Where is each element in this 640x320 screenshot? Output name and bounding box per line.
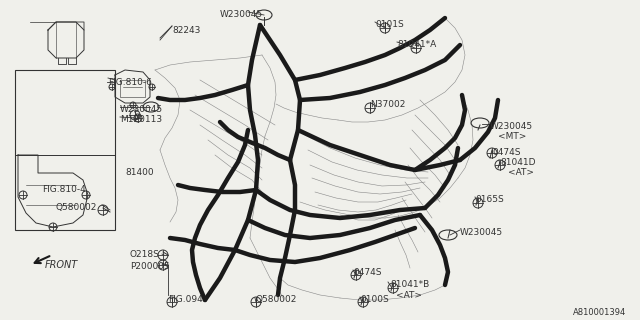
Text: 81041D: 81041D <box>500 158 536 167</box>
Text: W230045: W230045 <box>490 122 533 131</box>
Text: 0100S: 0100S <box>360 295 388 304</box>
Text: O218S: O218S <box>130 250 160 259</box>
Text: 81041*A: 81041*A <box>397 40 436 49</box>
Text: FRONT: FRONT <box>45 260 78 270</box>
Text: FIG.810-6: FIG.810-6 <box>108 78 152 87</box>
Text: 82243: 82243 <box>172 26 200 35</box>
Text: 81041*B: 81041*B <box>390 280 429 289</box>
Text: <AT>: <AT> <box>396 291 422 300</box>
Text: W230045: W230045 <box>220 10 263 19</box>
Text: N37002: N37002 <box>370 100 405 109</box>
Text: 0101S: 0101S <box>375 20 404 29</box>
Text: FIG.094: FIG.094 <box>168 295 203 304</box>
Text: <AT>: <AT> <box>508 168 534 177</box>
Text: A810001394: A810001394 <box>573 308 627 317</box>
Text: <MT>: <MT> <box>498 132 526 141</box>
Bar <box>15 70 115 230</box>
Text: 0474S: 0474S <box>353 268 381 277</box>
Text: Q580002: Q580002 <box>255 295 296 304</box>
Text: 0474S: 0474S <box>492 148 520 157</box>
Text: M120113: M120113 <box>120 115 162 124</box>
Text: W230045: W230045 <box>460 228 503 237</box>
Text: 81400: 81400 <box>125 168 154 177</box>
Text: Q580002: Q580002 <box>55 203 97 212</box>
Text: P200005: P200005 <box>130 262 170 271</box>
Text: FIG.810-4: FIG.810-4 <box>42 185 86 194</box>
Text: W230045: W230045 <box>120 105 163 114</box>
Text: 0165S: 0165S <box>475 195 504 204</box>
